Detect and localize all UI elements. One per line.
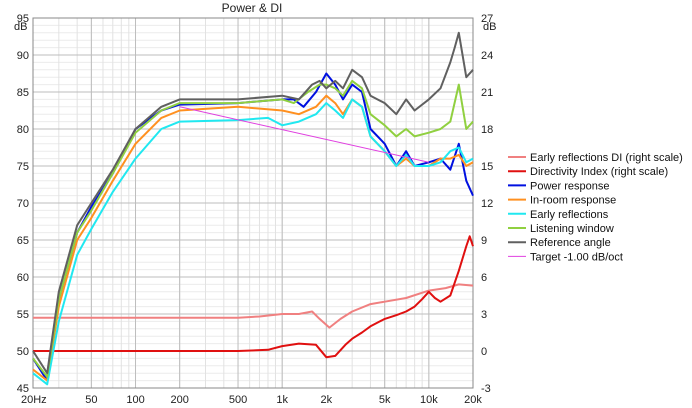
series-layer [32, 31, 474, 386]
right-tick-label: 21 [481, 87, 493, 99]
left-tick-label: 85 [17, 87, 29, 99]
right-tick-label: 3 [481, 309, 487, 321]
left-tick-label: 95 [17, 13, 29, 25]
legend-label: Listening window [530, 223, 614, 235]
plot-frame [32, 17, 474, 389]
series-line-8 [179, 106, 429, 163]
right-tick-label: 0 [481, 346, 487, 358]
series-line-7 [32, 31, 474, 375]
x-tick-label: 100 [126, 394, 144, 406]
left-tick-label: 70 [17, 198, 29, 210]
x-tick-label: 200 [170, 394, 188, 406]
x-tick-label: 10k [420, 394, 438, 406]
chart-title: Power & DI [222, 1, 283, 15]
legend-label: Early reflections [530, 209, 609, 221]
legend-label: Directivity Index (right scale) [530, 166, 668, 178]
series-line-1 [33, 283, 474, 329]
right-tick-label: 27 [481, 13, 493, 25]
legend-label: Power response [530, 180, 610, 192]
right-tick-label: 12 [481, 198, 493, 210]
legend-label: Target -1.00 dB/oct [530, 251, 623, 263]
left-tick-label: 50 [17, 346, 29, 358]
x-tick-label: 5k [379, 394, 391, 406]
left-tick-label: 55 [17, 309, 29, 321]
left-tick-label: 45 [17, 383, 29, 395]
legend: Early reflections DI (right scale) Direct… [508, 152, 683, 263]
right-axis-ticks: -3 0 3 6 9 12 15 18 21 24 27 [481, 13, 493, 395]
x-tick-label: 20Hz [21, 394, 47, 406]
x-tick-label: 50 [85, 394, 97, 406]
left-tick-label: 80 [17, 124, 29, 136]
right-tick-label: 9 [481, 235, 487, 247]
left-tick-label: 65 [17, 235, 29, 247]
series-line-5 [32, 98, 474, 386]
left-axis-ticks: 45 50 55 60 65 70 75 80 85 90 95 [17, 13, 29, 395]
right-tick-label: 6 [481, 272, 487, 284]
legend-label: Early reflections DI (right scale) [530, 152, 683, 164]
right-axis-unit: dB [483, 21, 496, 33]
x-tick-label: 500 [229, 394, 247, 406]
x-tick-label: 2k [321, 394, 333, 406]
left-tick-label: 90 [17, 50, 29, 62]
right-tick-label: 15 [481, 161, 493, 173]
left-tick-label: 75 [17, 161, 29, 173]
series-line-6 [32, 79, 474, 378]
x-tick-label: 1k [276, 394, 288, 406]
right-tick-label: 18 [481, 124, 493, 136]
x-axis-ticks: 20Hz 50 100 200 500 1k 2k 5k 10k 20k [21, 394, 482, 406]
legend-label: In-room response [530, 195, 616, 207]
series-line-4 [32, 94, 474, 382]
left-axis-unit: dB [14, 21, 27, 33]
legend-label: Reference angle [530, 237, 611, 249]
left-tick-label: 60 [17, 272, 29, 284]
x-tick-label: 20k [464, 394, 482, 406]
series-line-2 [33, 235, 474, 359]
right-tick-label: 24 [481, 50, 493, 62]
right-tick-label: -3 [481, 383, 491, 395]
